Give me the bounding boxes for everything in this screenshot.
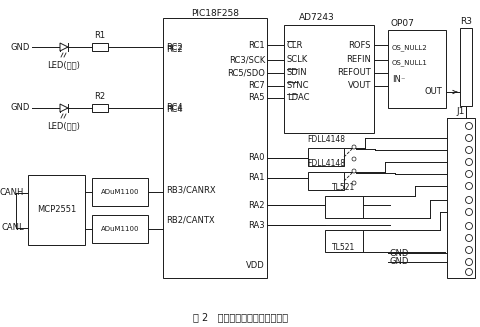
Circle shape xyxy=(351,157,355,161)
Circle shape xyxy=(351,169,355,173)
Bar xyxy=(92,215,148,243)
Text: IN: IN xyxy=(391,76,400,84)
Text: RA2: RA2 xyxy=(248,200,264,210)
Circle shape xyxy=(465,197,471,203)
Text: CANH: CANH xyxy=(0,188,24,198)
Circle shape xyxy=(465,134,471,142)
Text: RC4: RC4 xyxy=(166,106,182,114)
Circle shape xyxy=(465,222,471,230)
Text: FDLL4148: FDLL4148 xyxy=(306,135,344,145)
Bar xyxy=(28,175,85,245)
Text: RC2: RC2 xyxy=(166,45,182,55)
Bar xyxy=(324,196,362,218)
Text: RB3/CANRX: RB3/CANRX xyxy=(166,185,215,195)
Circle shape xyxy=(351,181,355,185)
Circle shape xyxy=(465,234,471,242)
Text: CLR: CLR xyxy=(287,41,303,49)
Text: RA5: RA5 xyxy=(248,94,264,102)
Bar xyxy=(307,148,343,166)
Text: REFIN: REFIN xyxy=(346,56,370,64)
Text: GND: GND xyxy=(389,249,408,257)
Text: R2: R2 xyxy=(94,93,105,101)
Text: ADuM1100: ADuM1100 xyxy=(100,226,139,232)
Text: SCLK: SCLK xyxy=(287,56,308,64)
Text: RC2: RC2 xyxy=(166,43,182,51)
Text: RC1: RC1 xyxy=(248,41,264,49)
Text: FDLL4148: FDLL4148 xyxy=(306,160,344,168)
Text: ADuM1100: ADuM1100 xyxy=(100,189,139,195)
Text: GND: GND xyxy=(389,257,408,267)
Text: 图 2   伺服电机模块硬件结构简图: 图 2 伺服电机模块硬件结构简图 xyxy=(192,312,288,322)
Circle shape xyxy=(465,123,471,129)
Bar xyxy=(92,43,108,51)
Polygon shape xyxy=(60,43,68,51)
Bar xyxy=(324,230,362,252)
Text: SDIN: SDIN xyxy=(287,68,307,77)
Text: VOUT: VOUT xyxy=(347,81,370,91)
Text: OS_NULL2: OS_NULL2 xyxy=(391,44,427,51)
Text: R1: R1 xyxy=(94,31,105,41)
Text: RA0: RA0 xyxy=(248,153,264,163)
Bar xyxy=(92,104,108,112)
Text: LDAC: LDAC xyxy=(287,94,309,102)
Text: LED(红色): LED(红色) xyxy=(48,60,80,70)
Text: RC7: RC7 xyxy=(248,81,264,91)
Text: OP07: OP07 xyxy=(390,19,414,27)
Circle shape xyxy=(465,268,471,276)
Text: R3: R3 xyxy=(459,18,471,26)
Text: PIC18F258: PIC18F258 xyxy=(191,9,239,18)
Bar xyxy=(283,25,373,133)
Text: RA1: RA1 xyxy=(248,174,264,182)
Bar xyxy=(459,28,471,106)
Text: CANL: CANL xyxy=(1,223,24,232)
Bar xyxy=(387,30,445,108)
Text: GND: GND xyxy=(10,104,30,112)
Text: RA3: RA3 xyxy=(248,220,264,230)
Bar xyxy=(307,172,343,190)
Circle shape xyxy=(465,170,471,178)
Text: ⁻: ⁻ xyxy=(399,76,404,84)
Text: OUT: OUT xyxy=(423,88,441,96)
Circle shape xyxy=(465,247,471,253)
Circle shape xyxy=(465,259,471,266)
Text: TL521: TL521 xyxy=(332,244,355,252)
Circle shape xyxy=(465,209,471,215)
Text: LED(綠色): LED(綠色) xyxy=(48,122,80,130)
Polygon shape xyxy=(60,104,68,112)
Text: OS_NULL1: OS_NULL1 xyxy=(391,60,427,66)
Bar xyxy=(163,18,266,278)
Text: RB2/CANTX: RB2/CANTX xyxy=(166,215,214,225)
Text: REFOUT: REFOUT xyxy=(336,68,370,77)
Text: AD7243: AD7243 xyxy=(299,13,334,23)
Circle shape xyxy=(465,182,471,190)
Text: TL521: TL521 xyxy=(332,183,355,193)
Circle shape xyxy=(351,145,355,149)
Text: RC5/SDO: RC5/SDO xyxy=(227,68,264,77)
Bar xyxy=(446,118,474,278)
Text: GND: GND xyxy=(10,43,30,51)
Circle shape xyxy=(465,146,471,153)
Text: J1: J1 xyxy=(456,108,464,116)
Text: MCP2551: MCP2551 xyxy=(37,205,76,215)
Circle shape xyxy=(465,159,471,165)
Text: SYNC: SYNC xyxy=(287,81,309,91)
Text: ROFS: ROFS xyxy=(348,41,370,49)
Bar xyxy=(92,178,148,206)
Text: VDD: VDD xyxy=(246,261,264,269)
Text: RC3/SCK: RC3/SCK xyxy=(228,56,264,64)
Text: RC4: RC4 xyxy=(166,104,182,112)
